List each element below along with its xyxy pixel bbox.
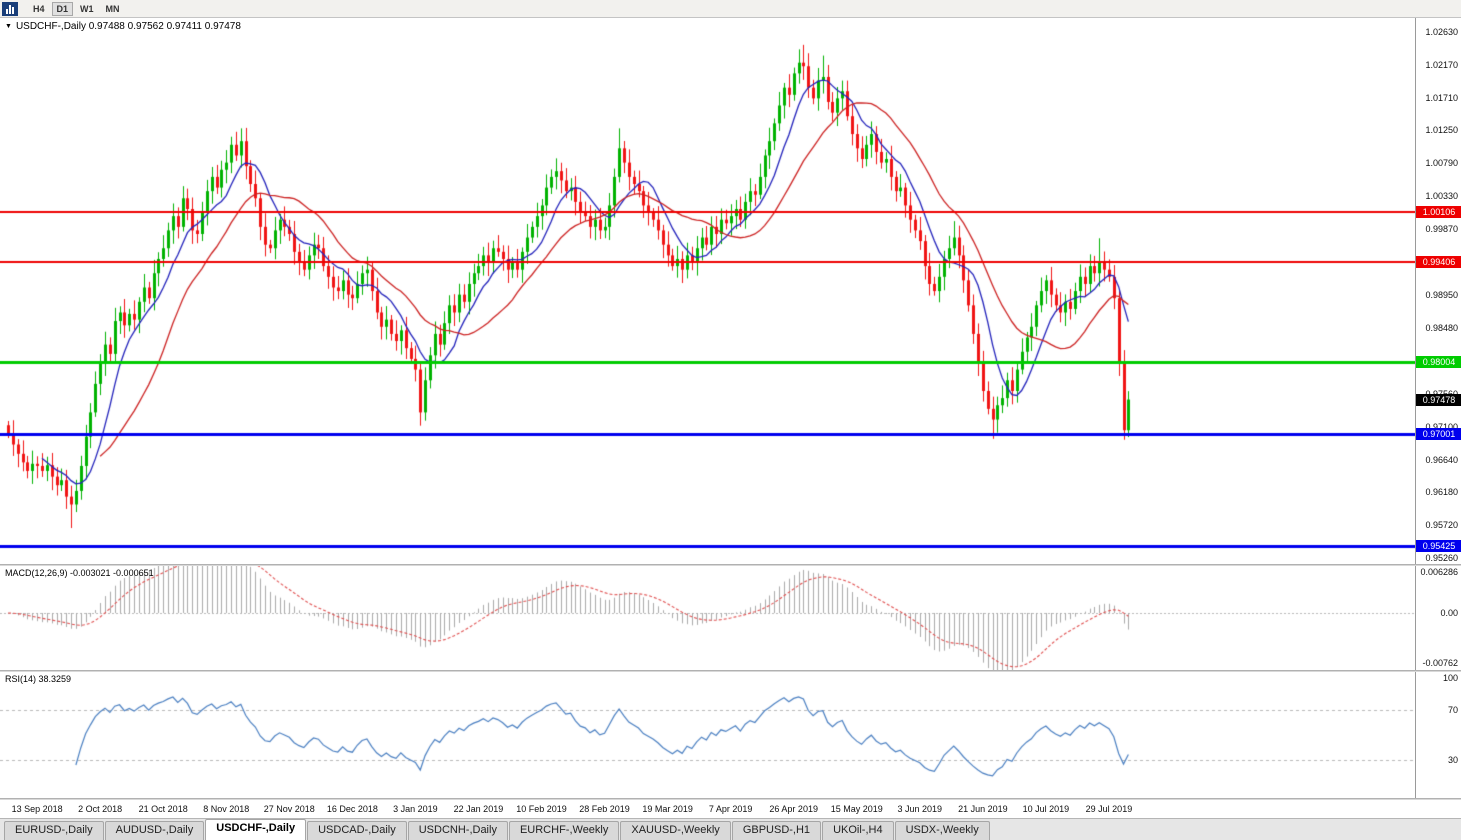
date-label: 3 Jun 2019 bbox=[897, 804, 943, 814]
panel-separator[interactable] bbox=[0, 564, 1461, 566]
timeframe-button-w1[interactable]: W1 bbox=[75, 2, 99, 16]
date-label: 27 Nov 2018 bbox=[263, 804, 315, 814]
rsi-tick: 70 bbox=[1447, 704, 1458, 715]
rsi-label-text: RSI(14) 38.3259 bbox=[5, 674, 72, 684]
price-tick: 1.02170 bbox=[1425, 59, 1458, 70]
price-tick: 0.95720 bbox=[1425, 520, 1458, 531]
rsi-chart-canvas[interactable] bbox=[0, 672, 1415, 798]
price-tick: 0.97100 bbox=[1425, 421, 1458, 432]
price-tick: 1.00330 bbox=[1425, 191, 1458, 202]
timeframes-toolbar: H4 D1 W1 MN bbox=[0, 0, 1461, 18]
date-label: 26 Apr 2019 bbox=[769, 804, 818, 814]
level-price-tag: 0.98004 bbox=[1416, 356, 1461, 369]
date-label: 19 Mar 2019 bbox=[642, 804, 693, 814]
chart-tab[interactable]: EURCHF-,Weekly bbox=[508, 821, 620, 840]
macd-scale[interactable]: 0.006286 0.00 -0.00762 bbox=[1415, 566, 1461, 670]
price-tick: 1.01710 bbox=[1425, 92, 1458, 103]
price-tick: 0.96180 bbox=[1425, 487, 1458, 498]
panel-separator bbox=[0, 798, 1461, 800]
date-label: 29 Jul 2019 bbox=[1085, 804, 1133, 814]
price-tick: 0.95260 bbox=[1425, 553, 1458, 563]
date-label: 10 Jul 2019 bbox=[1022, 804, 1070, 814]
macd-panel: MACD(12,26,9) -0.003021 -0.000651 0.0062… bbox=[0, 566, 1461, 670]
chart-tab[interactable]: GBPUSD-,H1 bbox=[731, 821, 822, 840]
chart-tab[interactable]: UKOil-,H4 bbox=[822, 821, 894, 840]
level-price-tag: 0.97001 bbox=[1416, 427, 1461, 440]
rsi-tick: 100 bbox=[1442, 673, 1458, 683]
price-tick: 0.99870 bbox=[1425, 223, 1458, 234]
macd-label-text: MACD(12,26,9) -0.003021 -0.000651 bbox=[5, 568, 154, 578]
date-label: 10 Feb 2019 bbox=[516, 804, 567, 814]
price-scale[interactable]: 1.02630 1.02170 1.01710 1.01250 1.00790 1.003… bbox=[1415, 18, 1461, 564]
macd-chart-canvas[interactable] bbox=[0, 566, 1415, 670]
date-axis[interactable]: 13 Sep 2018 2 Oct 2018 21 Oct 2018 8 Nov 20… bbox=[0, 800, 1461, 818]
symbol-ohlc-label: ▼ USDCHF-,Daily 0.97488 0.97562 0.97411 … bbox=[5, 21, 241, 32]
charts-toolbar-icon[interactable] bbox=[2, 1, 18, 16]
macd-tick: 0.00 bbox=[1440, 608, 1458, 618]
current-price-tag: 0.97478 bbox=[1416, 393, 1461, 406]
chart-tab[interactable]: XAUUSD-,Weekly bbox=[620, 821, 731, 840]
chart-menu-icon[interactable]: ▼ bbox=[5, 22, 12, 30]
chart-tab[interactable]: USDX-,Weekly bbox=[894, 821, 990, 840]
macd-tick: -0.00762 bbox=[1422, 658, 1458, 668]
price-panel: ▼ USDCHF-,Daily 0.97488 0.97562 0.97411 … bbox=[0, 18, 1461, 564]
level-price-tag: 0.99406 bbox=[1416, 256, 1461, 269]
price-tick: 0.96640 bbox=[1425, 454, 1458, 465]
level-price-tag: 0.95425 bbox=[1416, 540, 1461, 553]
date-label: 16 Dec 2018 bbox=[326, 804, 378, 814]
price-tick: 1.00790 bbox=[1425, 158, 1458, 169]
panel-separator[interactable] bbox=[0, 670, 1461, 672]
date-label: 8 Nov 2018 bbox=[203, 804, 250, 814]
timeframe-button-h4[interactable]: H4 bbox=[28, 2, 50, 16]
date-label: 22 Jan 2019 bbox=[453, 804, 504, 814]
date-label: 13 Sep 2018 bbox=[11, 804, 63, 814]
price-chart-canvas[interactable] bbox=[0, 18, 1415, 564]
date-label: 21 Jun 2019 bbox=[958, 804, 1008, 814]
timeframe-button-mn[interactable]: MN bbox=[101, 2, 125, 16]
chart-tab[interactable]: USDCHF-,Daily bbox=[205, 819, 307, 840]
date-label: 28 Feb 2019 bbox=[579, 804, 630, 814]
chart-tab[interactable]: USDCAD-,Daily bbox=[307, 821, 407, 840]
price-tick: 0.98480 bbox=[1425, 323, 1458, 334]
price-tick: 1.01250 bbox=[1425, 125, 1458, 136]
macd-label: MACD(12,26,9) -0.003021 -0.000651 bbox=[5, 568, 154, 578]
level-price-tag: 1.00106 bbox=[1416, 206, 1461, 219]
symbol-ohlc-text: USDCHF-,Daily 0.97488 0.97562 0.97411 0.… bbox=[15, 21, 241, 32]
rsi-panel: RSI(14) 38.3259 100 70 30 bbox=[0, 672, 1461, 798]
chart-tab[interactable]: AUDUSD-,Daily bbox=[104, 821, 205, 840]
date-label: 15 May 2019 bbox=[830, 804, 883, 814]
macd-tick: 0.006286 bbox=[1420, 567, 1458, 577]
price-tick: 1.02630 bbox=[1425, 27, 1458, 37]
rsi-tick: 30 bbox=[1447, 755, 1458, 766]
chart-tab[interactable]: EURUSD-,Daily bbox=[4, 821, 104, 840]
chart-tab[interactable]: USDCNH-,Daily bbox=[407, 821, 508, 840]
price-tick: 0.98950 bbox=[1425, 289, 1458, 300]
date-label: 7 Apr 2019 bbox=[708, 804, 753, 814]
timeframe-button-d1[interactable]: D1 bbox=[51, 1, 74, 16]
date-label: 2 Oct 2018 bbox=[78, 804, 123, 814]
date-label: 21 Oct 2018 bbox=[138, 804, 188, 814]
chart-tabbar: EURUSD-,Daily AUDUSD-,Daily USDCHF-,Daily U… bbox=[0, 818, 1461, 840]
date-label: 3 Jan 2019 bbox=[393, 804, 438, 814]
rsi-scale[interactable]: 100 70 30 bbox=[1415, 672, 1461, 798]
rsi-label: RSI(14) 38.3259 bbox=[5, 674, 71, 684]
